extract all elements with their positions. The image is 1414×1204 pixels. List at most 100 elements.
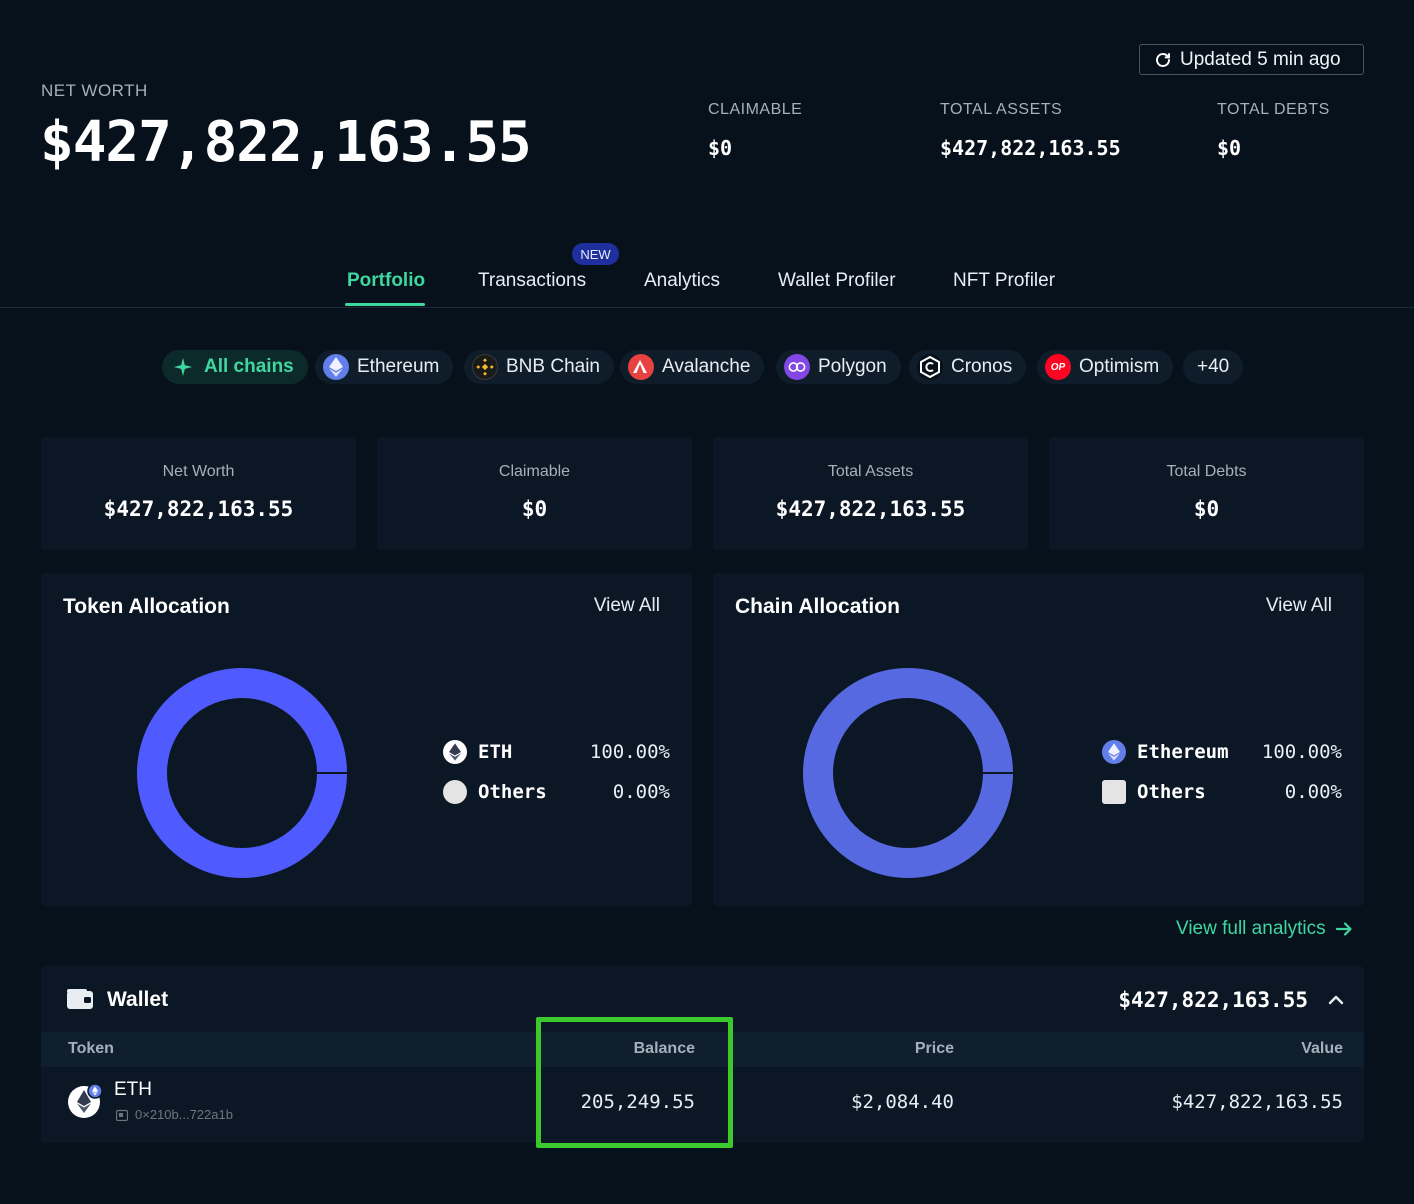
- wallet-table-header: Token Balance Price Value: [41, 1032, 1364, 1067]
- avalanche-icon: [628, 354, 654, 380]
- legend-pct: 100.00%: [589, 741, 670, 763]
- chain-chip-avalanche[interactable]: Avalanche: [620, 350, 765, 384]
- panel-title: Chain Allocation: [735, 595, 900, 618]
- stat-label: Total Assets: [827, 463, 914, 480]
- legend-item-others: Others: [443, 780, 547, 804]
- chain-chip-label: All chains: [204, 356, 294, 377]
- stat-label: Claimable: [498, 463, 571, 480]
- wallet-icon: [66, 988, 94, 1015]
- chain-chip-ethereum[interactable]: Ethereum: [315, 350, 454, 384]
- optimism-icon: OP: [1045, 354, 1071, 380]
- stat-value: $0: [1193, 497, 1220, 521]
- chain-chip-label: BNB Chain: [506, 356, 600, 377]
- stat-card-net-worth: Net Worth $427,822,163.55: [41, 437, 356, 550]
- refresh-button[interactable]: Updated 5 min ago: [1139, 44, 1364, 75]
- token-donut-chart: [137, 668, 347, 878]
- token-view-all-link[interactable]: View All: [593, 595, 660, 616]
- bnb-icon: [472, 354, 498, 380]
- eth-token-icon: [67, 1083, 103, 1118]
- token-symbol: ETH: [114, 1079, 152, 1100]
- chain-allocation-panel: Chain Allocation View All Ethereum 100.0…: [713, 573, 1364, 906]
- chain-view-all-link[interactable]: View All: [1265, 595, 1332, 616]
- stat-value: $427,822,163.55: [775, 497, 966, 521]
- all-chains-icon: [170, 354, 196, 380]
- chain-chip-optimism[interactable]: OP Optimism: [1037, 350, 1174, 384]
- legend-item-eth: ETH: [443, 740, 512, 764]
- stat-value: $0: [521, 497, 548, 521]
- table-row[interactable]: ETH 0×210b...722a1b 205,249.55 $2,084.40…: [41, 1067, 1364, 1143]
- arrow-right-icon: [1335, 922, 1352, 936]
- chain-chip-label: Optimism: [1079, 356, 1160, 377]
- chain-chip-all[interactable]: All chains: [162, 350, 308, 384]
- token-balance: 205,249.55: [580, 1091, 695, 1113]
- chain-donut-chart: [803, 668, 1013, 878]
- chain-chip-label: Avalanche: [662, 356, 751, 377]
- token-address[interactable]: 0×210b...722a1b: [135, 1107, 233, 1122]
- panel-title: Token Allocation: [63, 595, 230, 618]
- legend-name: Ethereum: [1137, 741, 1229, 763]
- ethereum-icon: [323, 354, 349, 380]
- claimable-value: $0: [708, 136, 733, 160]
- legend-name: Others: [478, 781, 547, 803]
- total-debts-value: $0: [1217, 136, 1242, 160]
- legend-pct: 0.00%: [612, 781, 670, 803]
- cronos-icon: [917, 354, 943, 380]
- token-value: $427,822,163.55: [1171, 1091, 1343, 1113]
- total-assets-value: $427,822,163.55: [940, 136, 1121, 160]
- chain-chip-label: Cronos: [951, 356, 1013, 377]
- tab-nft-profiler[interactable]: NFT Profiler: [953, 270, 1056, 291]
- tab-transactions[interactable]: Transactions: [478, 270, 587, 291]
- wallet-total: $427,822,163.55: [1118, 988, 1308, 1012]
- wallet-title: Wallet: [107, 988, 169, 1011]
- chain-chip-bnb[interactable]: BNB Chain: [464, 350, 614, 384]
- view-full-analytics-label: View full analytics: [1176, 918, 1326, 939]
- total-debts-label: TOTAL DEBTS: [1217, 101, 1330, 118]
- stat-card-total-assets: Total Assets $427,822,163.55: [713, 437, 1028, 550]
- main-tabs: Portfolio Transactions Analytics Wallet …: [0, 258, 1414, 308]
- token-price: $2,084.40: [851, 1091, 954, 1113]
- legend-pct: 0.00%: [1284, 781, 1342, 803]
- total-assets-label: TOTAL ASSETS: [940, 101, 1063, 118]
- polygon-icon: [784, 354, 810, 380]
- donut-slice-ethereum: [803, 668, 1013, 878]
- legend-pct: 100.00%: [1261, 741, 1342, 763]
- balance-highlight-box: [536, 1017, 733, 1148]
- stat-label: Net Worth: [162, 463, 235, 480]
- chain-chip-label: Ethereum: [357, 356, 440, 377]
- claimable-label: CLAIMABLE: [708, 101, 803, 118]
- column-header-balance: Balance: [633, 1040, 695, 1057]
- legend-name: Others: [1137, 781, 1206, 803]
- stat-card-total-debts: Total Debts $0: [1049, 437, 1364, 550]
- chain-chip-label: +40: [1197, 356, 1230, 377]
- column-header-value: Value: [1301, 1040, 1343, 1057]
- collapse-chevron-icon[interactable]: [1326, 990, 1346, 1015]
- others-square-icon: [1102, 780, 1126, 804]
- tab-portfolio[interactable]: Portfolio: [347, 270, 426, 291]
- refresh-icon: [1156, 52, 1170, 67]
- legend-name: ETH: [478, 741, 513, 763]
- net-worth-value: $427,822,163.55: [40, 110, 532, 175]
- active-tab-indicator: [345, 303, 425, 306]
- view-full-analytics-link[interactable]: View full analytics: [1176, 918, 1354, 940]
- chain-chip-cronos[interactable]: Cronos: [909, 350, 1027, 384]
- chain-chip-more[interactable]: +40: [1183, 350, 1244, 384]
- tab-wallet-profiler[interactable]: Wallet Profiler: [778, 270, 896, 291]
- stat-label: Total Debts: [1166, 463, 1247, 480]
- address-icon: [115, 1108, 129, 1126]
- stat-value: $427,822,163.55: [103, 497, 294, 521]
- updated-label: Updated 5 min ago: [1180, 48, 1341, 70]
- legend-item-ethereum: Ethereum: [1102, 740, 1229, 764]
- new-badge: NEW: [572, 243, 619, 265]
- tab-analytics[interactable]: Analytics: [644, 270, 721, 291]
- ethereum-icon: [1102, 740, 1126, 764]
- legend-item-others: Others: [1102, 780, 1206, 804]
- chain-chip-polygon[interactable]: Polygon: [776, 350, 901, 384]
- chain-chip-label: Polygon: [818, 356, 887, 377]
- stat-card-claimable: Claimable $0: [377, 437, 692, 550]
- eth-icon: [443, 740, 467, 764]
- column-header-token: Token: [68, 1040, 114, 1057]
- net-worth-label: NET WORTH: [41, 81, 148, 100]
- others-dot-icon: [443, 780, 467, 804]
- column-header-price: Price: [914, 1040, 954, 1057]
- token-allocation-panel: Token Allocation View All ETH 100.00% Ot…: [41, 573, 692, 906]
